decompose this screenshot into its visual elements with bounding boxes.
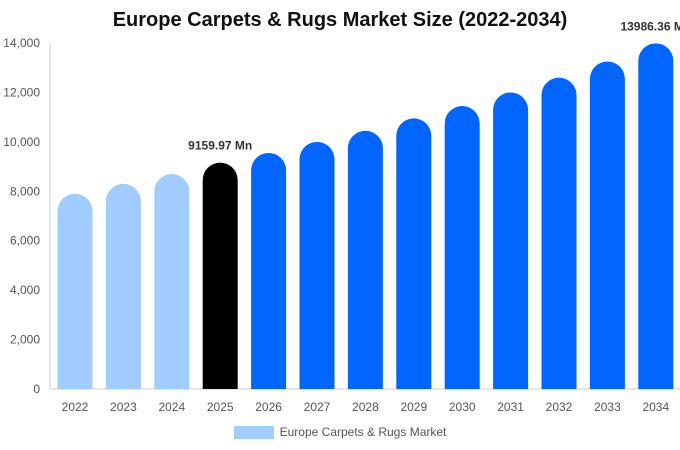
bar-2028	[347, 130, 383, 389]
bar-2033	[589, 61, 625, 390]
x-tick-label: 2027	[304, 400, 331, 414]
y-tick-label: 14,000	[3, 36, 40, 50]
bar-2026	[251, 152, 287, 389]
y-tick-label: 0	[33, 382, 40, 396]
x-tick-label: 2030	[449, 400, 476, 414]
bar-2031	[493, 92, 529, 389]
y-tick-label: 12,000	[3, 85, 40, 99]
y-axis: 0 2,000 4,000 6,000 8,000 10,000 12,000 14,000	[3, 36, 51, 396]
legend: Europe Carpets & Rugs Market	[0, 425, 680, 439]
x-tick-label: 2029	[400, 400, 427, 414]
legend-swatch	[233, 425, 274, 439]
x-tick-label: 2034	[642, 400, 669, 414]
x-tick-label: 2033	[594, 400, 621, 414]
data-label-2025: 9159.97 Mn	[188, 139, 252, 153]
x-tick-label: 2025	[207, 400, 234, 414]
x-tick-label: 2028	[352, 400, 379, 414]
x-axis: 2022 2023 2024 2025 2026 2027 2028 2029 2030 2031…	[50, 388, 680, 414]
bar-2027	[299, 141, 335, 389]
y-tick-label: 4,000	[10, 283, 40, 297]
bar-2024	[154, 173, 190, 389]
data-label-2034: 13986.36 Mn	[620, 19, 680, 33]
y-tick-label: 10,000	[3, 135, 40, 149]
x-tick-label: 2032	[546, 400, 573, 414]
bar-2032	[541, 77, 577, 389]
bar-2029	[396, 118, 432, 389]
x-tick-label: 2024	[158, 400, 185, 414]
x-tick-label: 2026	[255, 400, 282, 414]
chart-title: Europe Carpets & Rugs Market Size (2022-…	[112, 9, 568, 31]
y-tick-label: 8,000	[10, 184, 40, 198]
bar-2025	[202, 162, 238, 389]
data-labels: 9159.97 Mn 13986.36 Mn	[188, 19, 680, 152]
y-tick-label: 6,000	[10, 234, 40, 248]
bar-2030	[444, 106, 480, 390]
x-tick-label: 2031	[497, 400, 524, 414]
legend-label: Europe Carpets & Rugs Market	[279, 425, 447, 439]
bar-2034	[638, 43, 674, 390]
x-tick-label: 2022	[62, 400, 89, 414]
x-tick-label: 2023	[110, 400, 137, 414]
bar-2022	[57, 193, 93, 389]
bar-2023	[105, 183, 141, 389]
y-tick-label: 2,000	[10, 333, 40, 347]
bars	[57, 43, 674, 390]
